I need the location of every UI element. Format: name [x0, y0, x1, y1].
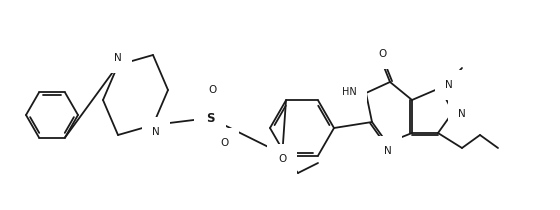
Text: HN: HN — [342, 87, 357, 97]
Text: N: N — [114, 53, 122, 63]
Text: O: O — [220, 138, 228, 148]
Text: O: O — [378, 49, 386, 59]
Text: N: N — [458, 109, 466, 119]
Text: N: N — [445, 80, 453, 90]
Text: O: O — [278, 154, 286, 164]
Text: N: N — [384, 146, 392, 156]
Text: S: S — [206, 112, 214, 125]
Text: N: N — [152, 127, 160, 137]
Text: O: O — [208, 85, 216, 95]
